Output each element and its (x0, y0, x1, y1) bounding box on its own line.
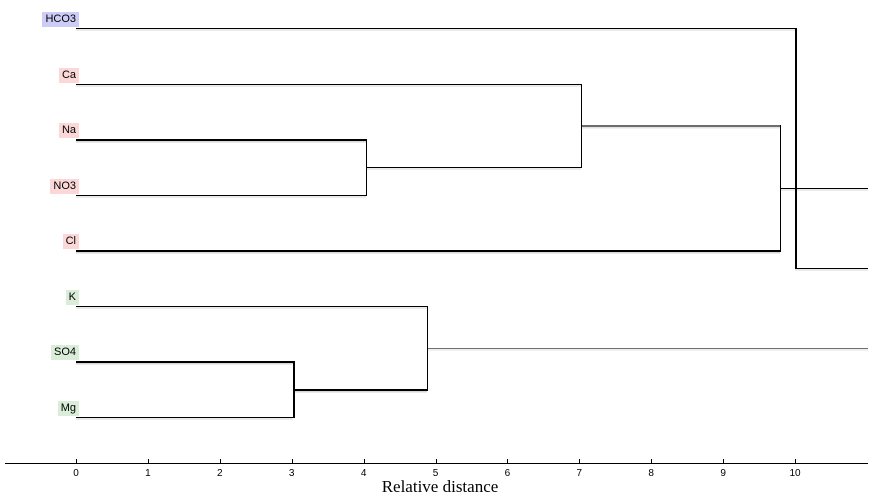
x-axis-tick-label: 1 (145, 468, 151, 479)
x-axis-tick-label: 9 (720, 468, 726, 479)
x-axis-tick (435, 459, 437, 463)
x-axis-tick (363, 459, 365, 463)
leaf-label-hco3: HCO3 (42, 12, 79, 27)
x-axis-tick-label: 8 (648, 468, 654, 479)
x-axis-tick-label: 0 (73, 468, 79, 479)
dendrogram-h-line (76, 250, 780, 252)
x-axis-tick (76, 459, 77, 463)
x-axis-tick (219, 459, 221, 463)
dendrogram-h-line (76, 416, 294, 419)
x-axis-tick-label: 2 (217, 468, 223, 479)
dendrogram-h-line (76, 28, 795, 30)
dendrogram-v-line (779, 125, 782, 252)
x-axis-tick (651, 459, 653, 463)
dendrogram-h-line (76, 361, 294, 363)
dendrogram-h-line (293, 389, 427, 391)
dendrogram-h-line (76, 83, 581, 85)
x-axis-tick (579, 459, 581, 463)
leaf-label-mg: Mg (57, 400, 79, 416)
dendrogram-h-line (426, 347, 869, 349)
x-axis-tick (507, 459, 509, 463)
leaf-label-k: K (65, 289, 79, 305)
dendrogram-h-line (580, 125, 780, 127)
dendrogram-h-line (76, 139, 366, 141)
x-axis-tick (147, 459, 149, 463)
x-axis-tick-label: 6 (504, 468, 511, 479)
dendrogram-h-line (779, 187, 869, 190)
x-axis-tick (291, 459, 293, 463)
x-axis-title: Relative distance (381, 477, 499, 496)
leaf-label-so4: SO4 (50, 345, 79, 361)
x-axis-tick-label: 7 (576, 468, 583, 479)
leaf-label-na: Na (58, 123, 79, 139)
leaf-label-cl: Cl (62, 234, 79, 250)
dendrogram-h-line (795, 267, 869, 270)
dendrogram-v-line (426, 305, 429, 391)
dendrogram-h-line (76, 305, 427, 308)
x-axis-tick-label: 10 (789, 468, 801, 479)
dendrogram-v-line (365, 139, 368, 197)
dendrogram-v-line (293, 361, 295, 419)
x-axis-tick-label: 4 (360, 468, 367, 479)
x-axis-tick (795, 459, 796, 463)
leaf-label-no3: NO3 (50, 178, 79, 194)
x-axis-line (5, 463, 869, 465)
x-axis-tick (723, 459, 725, 463)
x-axis-tick-label: 3 (288, 468, 295, 479)
dendrogram-h-line (76, 194, 366, 197)
dendrogram-v-line (580, 83, 583, 169)
dendrogram-h-line (365, 166, 581, 169)
dendrogram-v-line (795, 28, 797, 270)
x-axis-tick-label: 5 (432, 468, 439, 479)
leaf-label-ca: Ca (58, 67, 79, 83)
